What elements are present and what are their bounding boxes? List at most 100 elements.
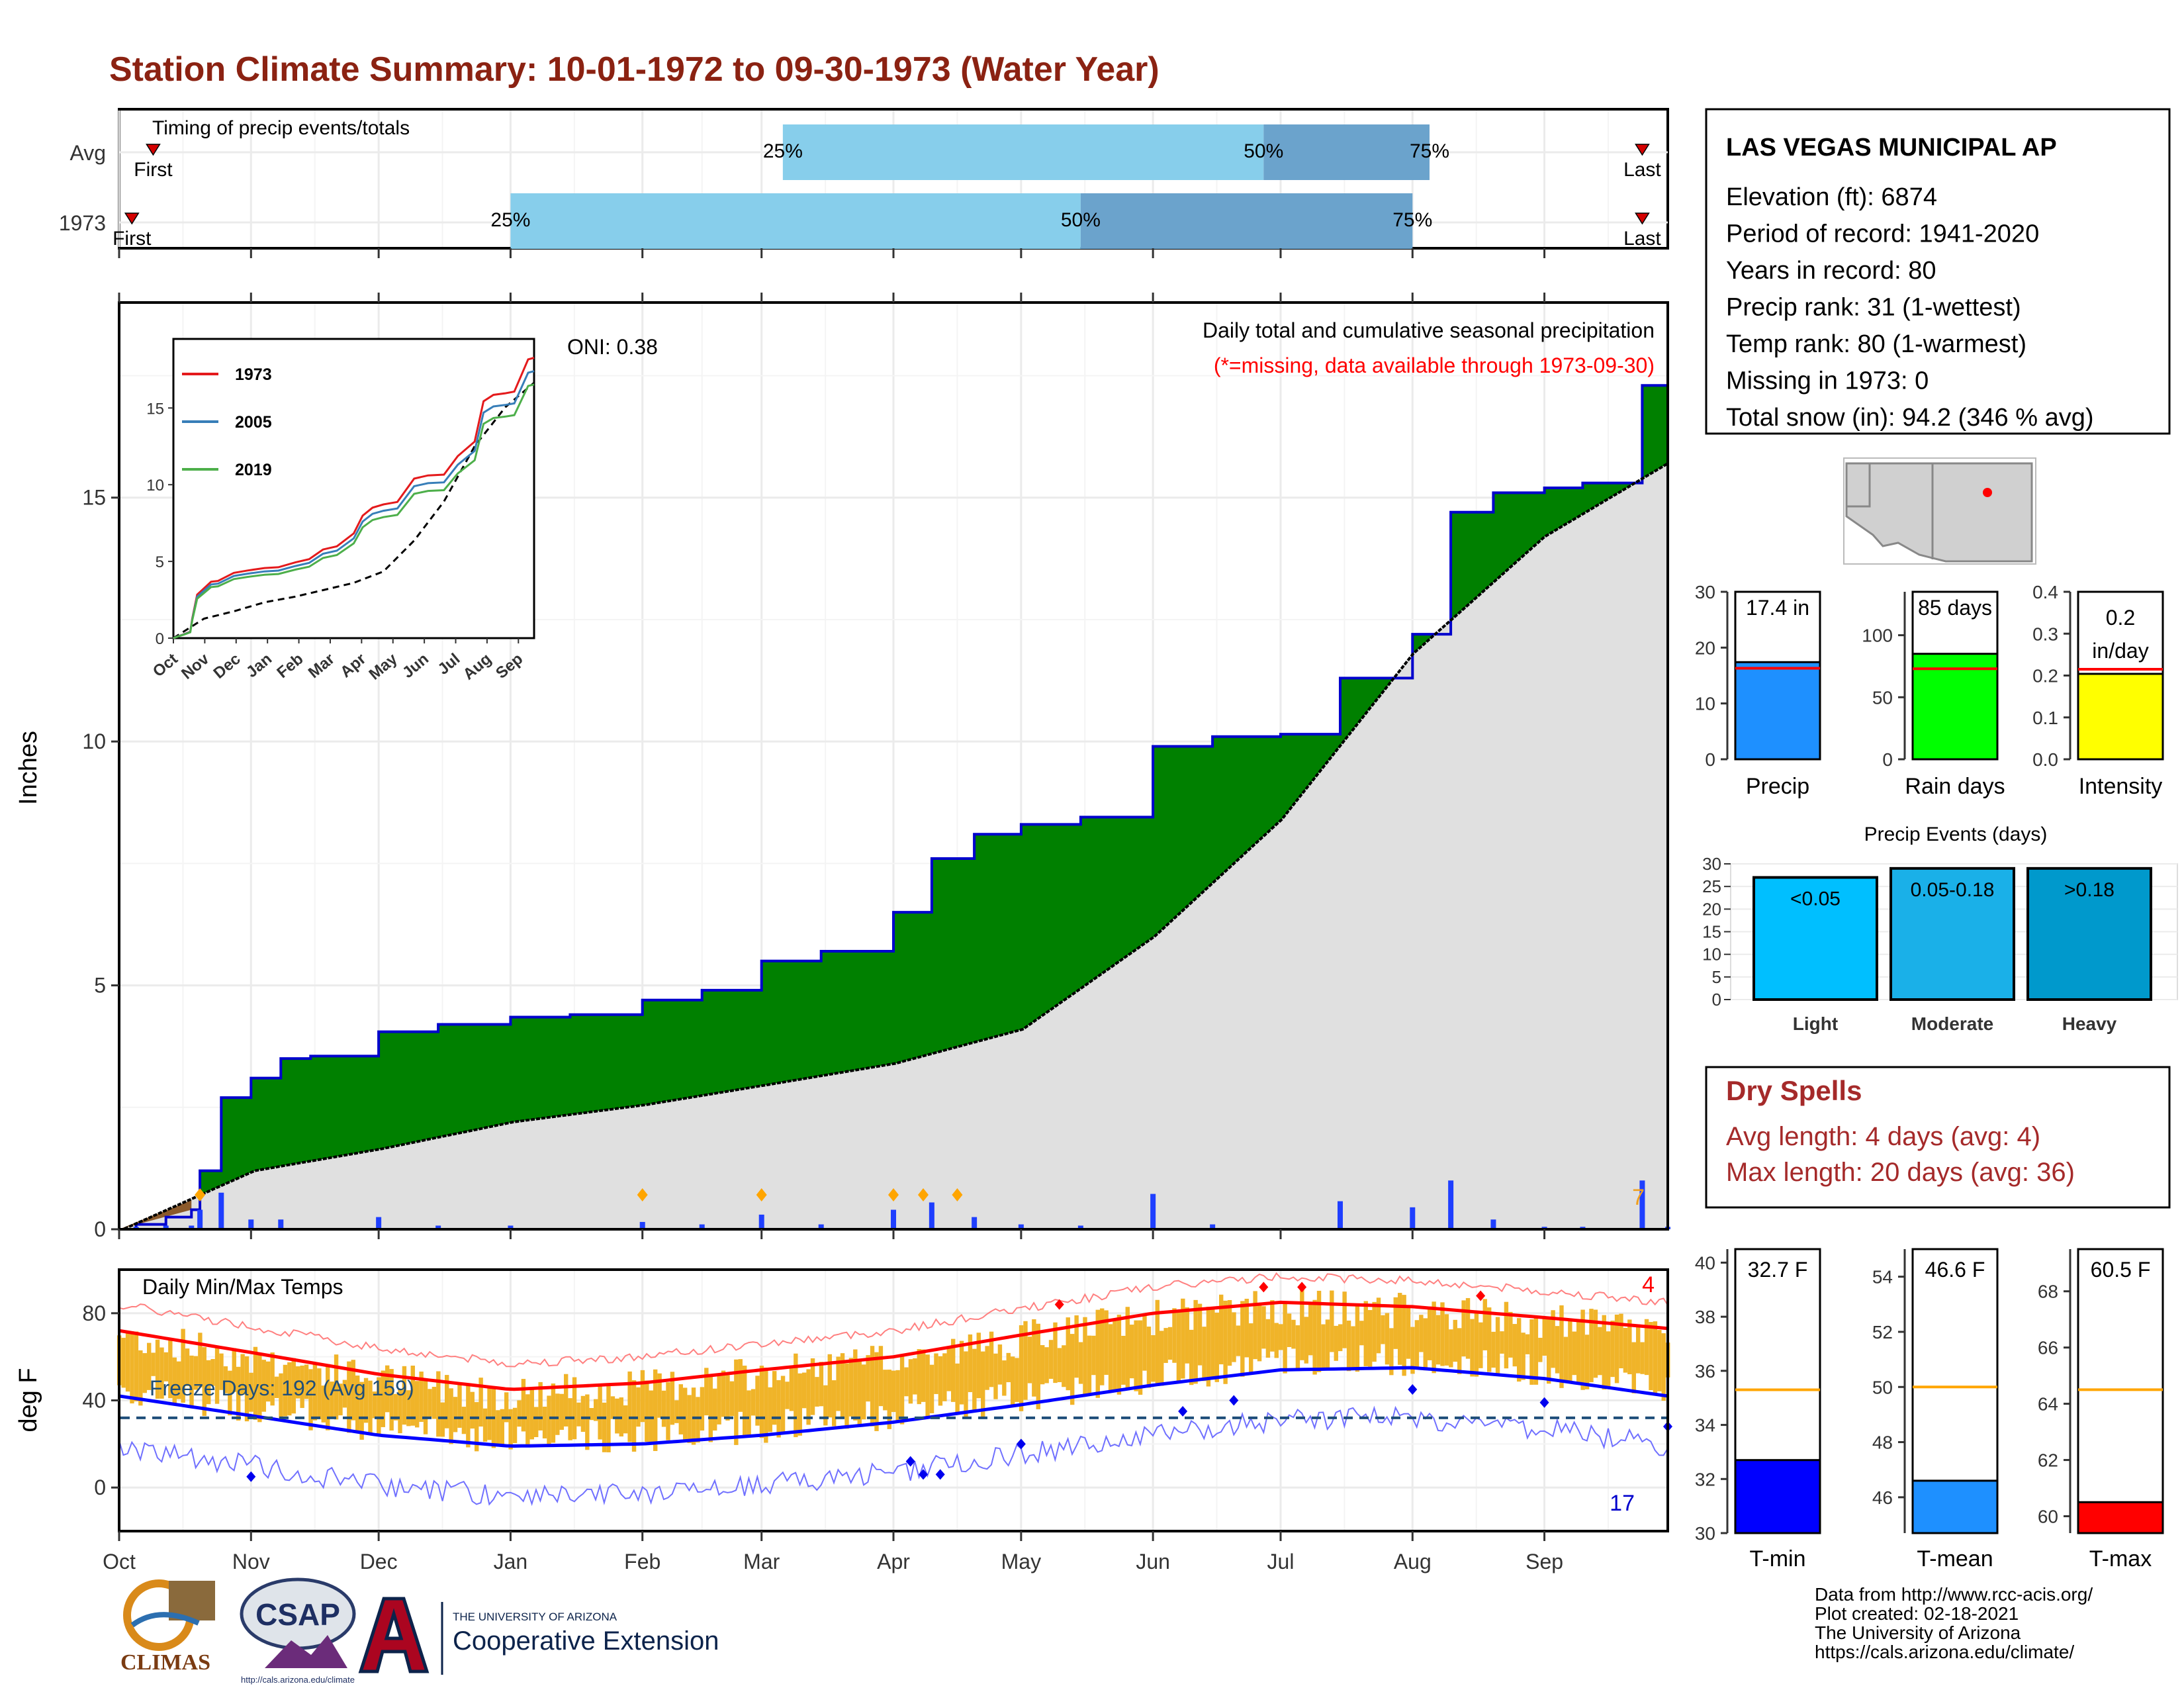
daily-temp-bar	[1053, 1322, 1058, 1383]
daily-temp-bar	[785, 1382, 790, 1409]
tempbar-value-text: 60.5 F	[2091, 1258, 2151, 1282]
daily-temp-bar	[623, 1405, 628, 1434]
daily-temp-bar	[683, 1387, 688, 1441]
daily-temp-bar	[1019, 1325, 1024, 1411]
minibar-tick: 0.4	[2032, 582, 2058, 602]
minibar-tick: 10	[1695, 694, 1715, 714]
first-label: First	[134, 159, 173, 181]
tempbar-label: T-min	[1750, 1546, 1806, 1571]
daily-temp-bar	[653, 1369, 658, 1452]
daily-temp-bar	[585, 1394, 590, 1450]
tempbar-value-text: 46.6 F	[1925, 1258, 1985, 1282]
state-outline-icon	[1845, 462, 2033, 563]
daily-temp-bar	[1032, 1319, 1036, 1397]
daily-temp-bar	[968, 1334, 973, 1393]
dry-max: Max length: 20 days (avg: 36)	[1726, 1158, 2075, 1187]
daily-temp-bar	[568, 1398, 572, 1440]
daily-temp-bar	[819, 1362, 824, 1407]
tempbar-tick: 66	[2038, 1338, 2058, 1358]
daily-temp-bar	[1355, 1306, 1360, 1372]
daily-temp-bar	[1134, 1320, 1138, 1391]
daily-temp-bar	[287, 1362, 292, 1416]
daily-temp-bar	[393, 1393, 398, 1421]
daily-temp-bar	[1500, 1331, 1504, 1354]
daily-temp-bar	[1381, 1315, 1385, 1344]
record-low-marker-icon	[1539, 1397, 1549, 1408]
daily-temp-bar	[470, 1391, 475, 1429]
daily-temp-bar	[1146, 1327, 1152, 1388]
daily-temp-bar	[266, 1361, 271, 1402]
daily-temp-bar	[500, 1409, 504, 1445]
daily-temp-bar	[521, 1379, 526, 1432]
daily-temp-bar	[1584, 1335, 1590, 1389]
last-label: Last	[1623, 159, 1661, 181]
month-tick-label: Jan	[494, 1550, 528, 1573]
daily-temp-bar	[198, 1333, 203, 1387]
daily-temp-bar	[428, 1389, 432, 1417]
daily-temp-bar	[657, 1373, 662, 1418]
record-low-marker-icon	[1016, 1438, 1026, 1450]
daily-temp-bar	[1619, 1313, 1623, 1369]
daily-temp-bar	[372, 1391, 377, 1419]
daily-temp-bar	[261, 1360, 266, 1412]
daily-temp-bar	[326, 1364, 330, 1430]
daily-temp-bar	[1631, 1342, 1636, 1393]
daily-temp-bar	[815, 1377, 819, 1407]
daily-temp-bar	[240, 1354, 245, 1395]
minibar-tick: 0.2	[2032, 666, 2058, 686]
daily-temp-bar	[1189, 1329, 1194, 1385]
daily-temp-bar	[661, 1390, 666, 1427]
events-bar	[1752, 876, 1878, 1001]
daily-temp-bar	[1504, 1301, 1509, 1369]
daily-temp-bar	[151, 1352, 156, 1376]
record-high-marker-icon	[1259, 1282, 1269, 1293]
daily-temp-bar	[1572, 1331, 1576, 1376]
events-bar	[2026, 867, 2152, 1002]
daily-temp-bar	[678, 1384, 683, 1434]
daily-temp-bar	[121, 1337, 126, 1388]
daily-temp-bar	[636, 1387, 641, 1427]
minibar-value-text: 17.4 in	[1746, 596, 1809, 620]
precip-ylabel: Inches	[15, 731, 42, 805]
daily-temp-bar	[1606, 1331, 1611, 1389]
daily-temp-bar	[138, 1350, 143, 1406]
daily-temp-bar	[185, 1348, 190, 1386]
daily-temp-bar	[1661, 1333, 1666, 1401]
daily-temp-bar	[1470, 1319, 1475, 1377]
daily-temp-bar	[747, 1390, 751, 1437]
snow-marker-icon	[637, 1188, 648, 1201]
tempbar-label: T-mean	[1917, 1546, 1993, 1571]
daily-temp-bar	[725, 1375, 730, 1421]
ua-logo: THE UNIVERSITY OF ARIZONA Cooperative Ex…	[358, 1597, 719, 1675]
daily-temp-bar	[1023, 1321, 1028, 1400]
daily-temp-bar	[589, 1408, 594, 1421]
precip-caption: Daily total and cumulative seasonal prec…	[1203, 318, 1655, 342]
daily-temp-bar	[734, 1359, 739, 1445]
daily-temp-bar	[1116, 1315, 1122, 1395]
daily-temp-bar	[1142, 1315, 1147, 1371]
dry-avg: Avg length: 4 days (avg: 4)	[1726, 1122, 2040, 1151]
daily-temp-bar	[1368, 1310, 1373, 1367]
month-tick-label: Jun	[1136, 1550, 1170, 1573]
daily-temp-bar	[1316, 1290, 1322, 1372]
daily-temp-bar	[1521, 1333, 1525, 1380]
timing-pct-label: 75%	[1392, 209, 1432, 231]
daily-temp-bar	[551, 1383, 556, 1443]
daily-temp-bar	[606, 1383, 611, 1452]
daily-temp-bar	[1614, 1314, 1619, 1383]
daily-temp-bar	[691, 1387, 696, 1445]
daily-temp-bar	[704, 1368, 709, 1416]
daily-temp-bar	[1555, 1326, 1560, 1374]
month-tick-label: Apr	[877, 1550, 910, 1573]
daily-temp-bar	[547, 1395, 551, 1444]
daily-temp-bar	[508, 1409, 513, 1450]
daily-temp-bar	[453, 1397, 458, 1432]
daily-temp-bar	[1138, 1320, 1143, 1395]
events-bar-tag: 0.05-0.18	[1911, 879, 1995, 901]
daily-temp-bar	[342, 1380, 347, 1408]
daily-temp-bar	[1236, 1325, 1241, 1356]
daily-temp-bar	[321, 1385, 326, 1423]
daily-temp-bar	[423, 1380, 428, 1434]
